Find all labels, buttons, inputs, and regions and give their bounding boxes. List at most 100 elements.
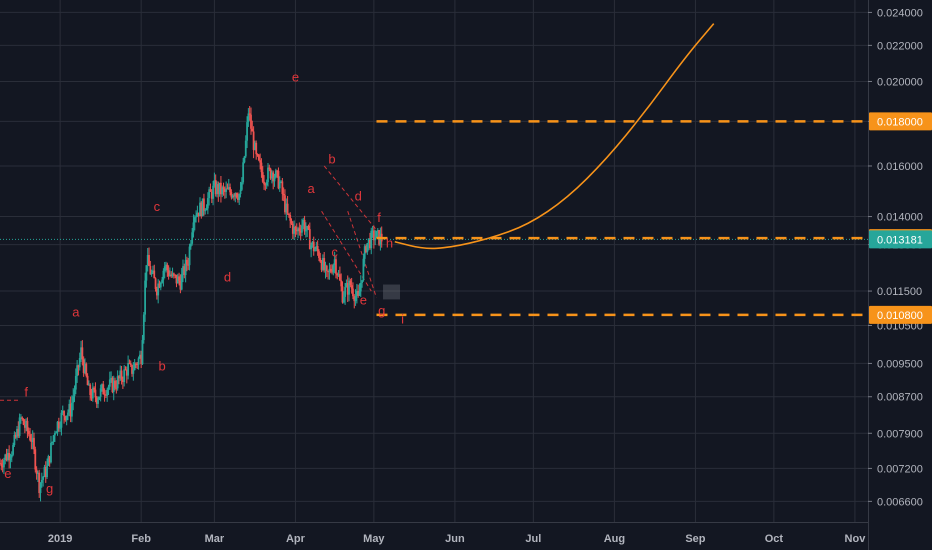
candle-body (265, 182, 268, 186)
candle-body (319, 258, 322, 262)
candle-body (112, 380, 115, 393)
candle-body (69, 403, 72, 417)
candle-body (166, 264, 169, 271)
candle-body (337, 274, 340, 276)
candle-body (104, 394, 107, 396)
candle-body (306, 226, 309, 231)
candle-body (310, 245, 313, 250)
candle-body (314, 249, 316, 252)
candle-body (118, 376, 120, 379)
candle-body (280, 181, 282, 183)
candle-body (95, 397, 98, 404)
candle-body (129, 363, 132, 365)
candle-body (209, 189, 212, 192)
time-tick-label: Apr (286, 533, 306, 545)
candle-body (61, 410, 64, 413)
candle-body (141, 340, 144, 365)
candle-body (370, 230, 373, 249)
candle-body (277, 170, 280, 189)
candle-body (353, 296, 356, 302)
candle-body (107, 386, 110, 390)
projection-curve[interactable] (394, 23, 715, 250)
candle-body (108, 379, 111, 387)
candle-body (136, 364, 139, 366)
candle-body (213, 180, 216, 186)
candle-body (68, 403, 71, 413)
candle-body (291, 223, 294, 234)
candle-body (77, 365, 80, 368)
candle-body (221, 187, 224, 195)
wave-label: d (224, 269, 231, 284)
candle-body (99, 388, 102, 397)
candle-body (65, 415, 68, 421)
candle-body (94, 389, 97, 398)
candle-body (195, 216, 197, 218)
candle-body (234, 193, 237, 197)
candle-body (329, 268, 332, 272)
candle-body (86, 375, 89, 386)
candle-body (197, 212, 200, 217)
candle-body (102, 384, 105, 395)
time-axis[interactable]: 2019 Feb Mar Apr May Jun Jul Aug Sep Oct Nov (0, 522, 868, 550)
candle-body (142, 314, 145, 341)
time-tick-label: May (363, 533, 385, 545)
candle-body (371, 230, 374, 232)
candle-body (115, 387, 118, 389)
candle-body (9, 457, 12, 461)
price-badge-label: 0.018000 (877, 116, 923, 128)
candle-body (10, 454, 13, 458)
candle-body (278, 181, 281, 189)
candle-body (135, 363, 137, 365)
wave-label: i (401, 312, 404, 327)
candle-body (362, 258, 365, 281)
candle-body (51, 441, 54, 443)
candle-body (276, 170, 279, 172)
price-axis[interactable]: 0.024000 0.022000 0.020000 0.018000 0.016000… (868, 0, 932, 550)
candle-body (369, 238, 371, 249)
highlight-rect (383, 284, 401, 300)
candle-body (316, 245, 319, 252)
candle-body (176, 276, 179, 284)
candle-body (222, 187, 225, 189)
candle-body (240, 182, 243, 190)
candle-body (174, 274, 177, 276)
candle-body (223, 188, 226, 192)
candle-body (342, 296, 345, 303)
candle-body (39, 482, 42, 494)
candle-body (217, 184, 220, 195)
candle-body (196, 212, 199, 217)
candle-body (372, 230, 375, 241)
candle-body (226, 188, 229, 190)
candle-body (56, 421, 59, 433)
candle-body (267, 167, 269, 183)
candle-body (323, 258, 326, 271)
candle-body (237, 197, 239, 200)
candle-body (328, 268, 331, 273)
time-tick-label: Feb (131, 533, 151, 545)
candle-body (191, 232, 194, 244)
candle-body (363, 246, 366, 259)
wave-label: b (328, 152, 335, 167)
price-tick-label: 0.009500 (877, 358, 923, 370)
candle-body (1, 466, 4, 468)
candle-body (81, 347, 84, 360)
candle-body (358, 291, 361, 296)
horizontal-levels[interactable] (0, 120, 868, 317)
candle-body (318, 251, 320, 259)
candle-body (303, 219, 306, 232)
candle-body (38, 472, 41, 494)
candle-body (183, 266, 186, 276)
candle-body (57, 421, 60, 429)
candle-body (192, 222, 195, 233)
candle-body (261, 172, 264, 182)
candle-body (244, 140, 247, 157)
candle-body (331, 271, 333, 273)
candle-body (268, 167, 271, 169)
price-tick-label: 0.022000 (877, 40, 923, 52)
candle-body (302, 219, 305, 226)
candle-body (216, 184, 218, 195)
wave-label: e (292, 69, 299, 84)
candle-body (44, 467, 47, 478)
